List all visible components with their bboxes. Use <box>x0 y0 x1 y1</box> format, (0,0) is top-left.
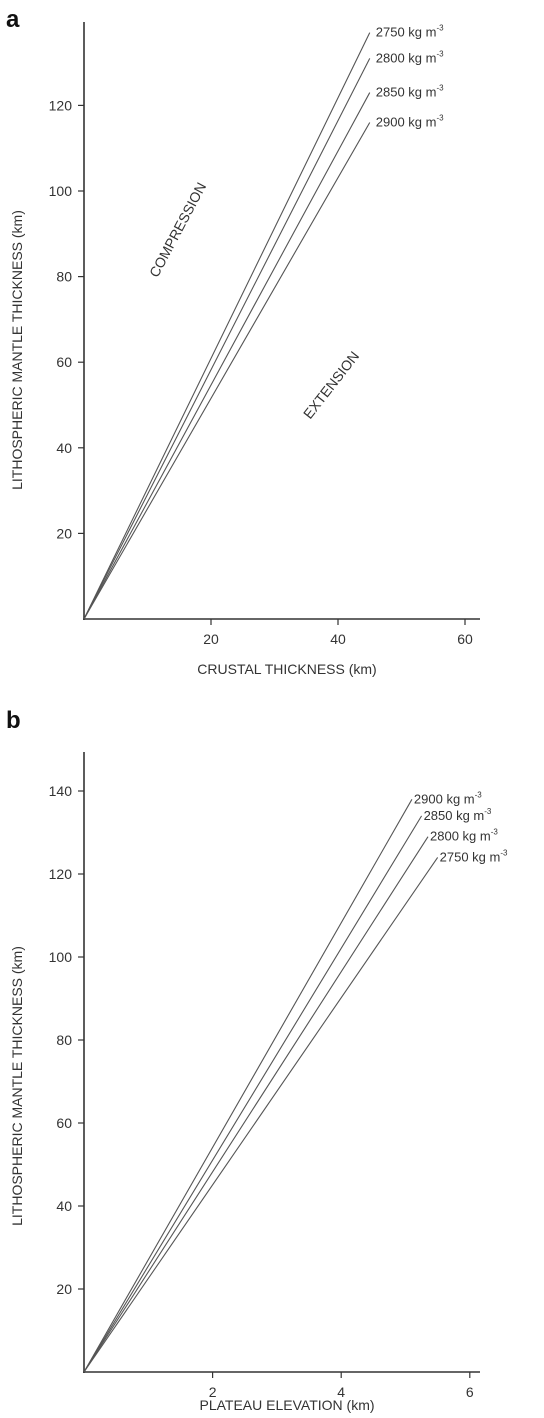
panel-letter: b <box>6 707 21 734</box>
series-label: 2750 kg m-3 <box>440 848 508 864</box>
y-axis-label: LITHOSPHERIC MANTLE THICKNESS (km) <box>9 946 25 1226</box>
y-tick-label: 140 <box>49 783 73 799</box>
series-label: 2800 kg m-3 <box>376 49 444 65</box>
y-tick-label: 60 <box>56 1115 72 1131</box>
y-tick-label: 80 <box>56 269 72 285</box>
y-tick-label: 100 <box>49 183 73 199</box>
series-label: 2850 kg m-3 <box>424 807 492 823</box>
region-annotation: COMPRESSION <box>146 180 209 280</box>
series-line <box>83 799 413 1373</box>
y-tick-label: 20 <box>56 1281 72 1297</box>
y-axis-label: LITHOSPHERIC MANTLE THICKNESS (km) <box>9 210 25 490</box>
y-tick-label: 60 <box>56 354 72 370</box>
series-line <box>83 58 371 620</box>
x-tick-label: 40 <box>330 631 346 647</box>
x-tick-label: 6 <box>466 1384 474 1400</box>
y-tick-label: 120 <box>49 97 73 113</box>
y-tick-label: 120 <box>49 866 73 882</box>
y-tick-label: 40 <box>56 440 72 456</box>
x-axis-label: PLATEAU ELEVATION (km) <box>199 1397 374 1413</box>
series-line <box>83 815 423 1373</box>
x-tick-label: 60 <box>457 631 473 647</box>
panel-letter: a <box>6 6 20 33</box>
series-label: 2900 kg m-3 <box>376 114 444 130</box>
chart-panel-a: a 20 40 60 80 100 120 20 40 60 CRUSTAL THICKNESS (… <box>6 6 480 677</box>
series-label: 2850 kg m-3 <box>376 84 444 100</box>
series-line <box>83 857 439 1373</box>
series-line <box>83 92 371 620</box>
y-tick-label: 40 <box>56 1198 72 1214</box>
series-line <box>83 32 371 620</box>
x-axis-label: CRUSTAL THICKNESS (km) <box>197 661 376 677</box>
series-label: 2800 kg m-3 <box>430 828 498 844</box>
series-label: 2750 kg m-3 <box>376 24 444 40</box>
y-tick-label: 20 <box>56 525 72 541</box>
y-tick-label: 80 <box>56 1032 72 1048</box>
series-line <box>83 122 371 620</box>
chart-panel-b: b 20 40 60 80 100 120 140 2 4 6 PLATEAU ELEVATION (… <box>6 707 508 1413</box>
x-tick-label: 4 <box>337 1384 345 1400</box>
x-tick-label: 20 <box>203 631 219 647</box>
y-tick-label: 100 <box>49 949 73 965</box>
series-line <box>83 836 429 1373</box>
series-label: 2900 kg m-3 <box>414 790 482 806</box>
x-tick-label: 2 <box>209 1384 217 1400</box>
region-annotation: EXTENSION <box>300 348 362 422</box>
